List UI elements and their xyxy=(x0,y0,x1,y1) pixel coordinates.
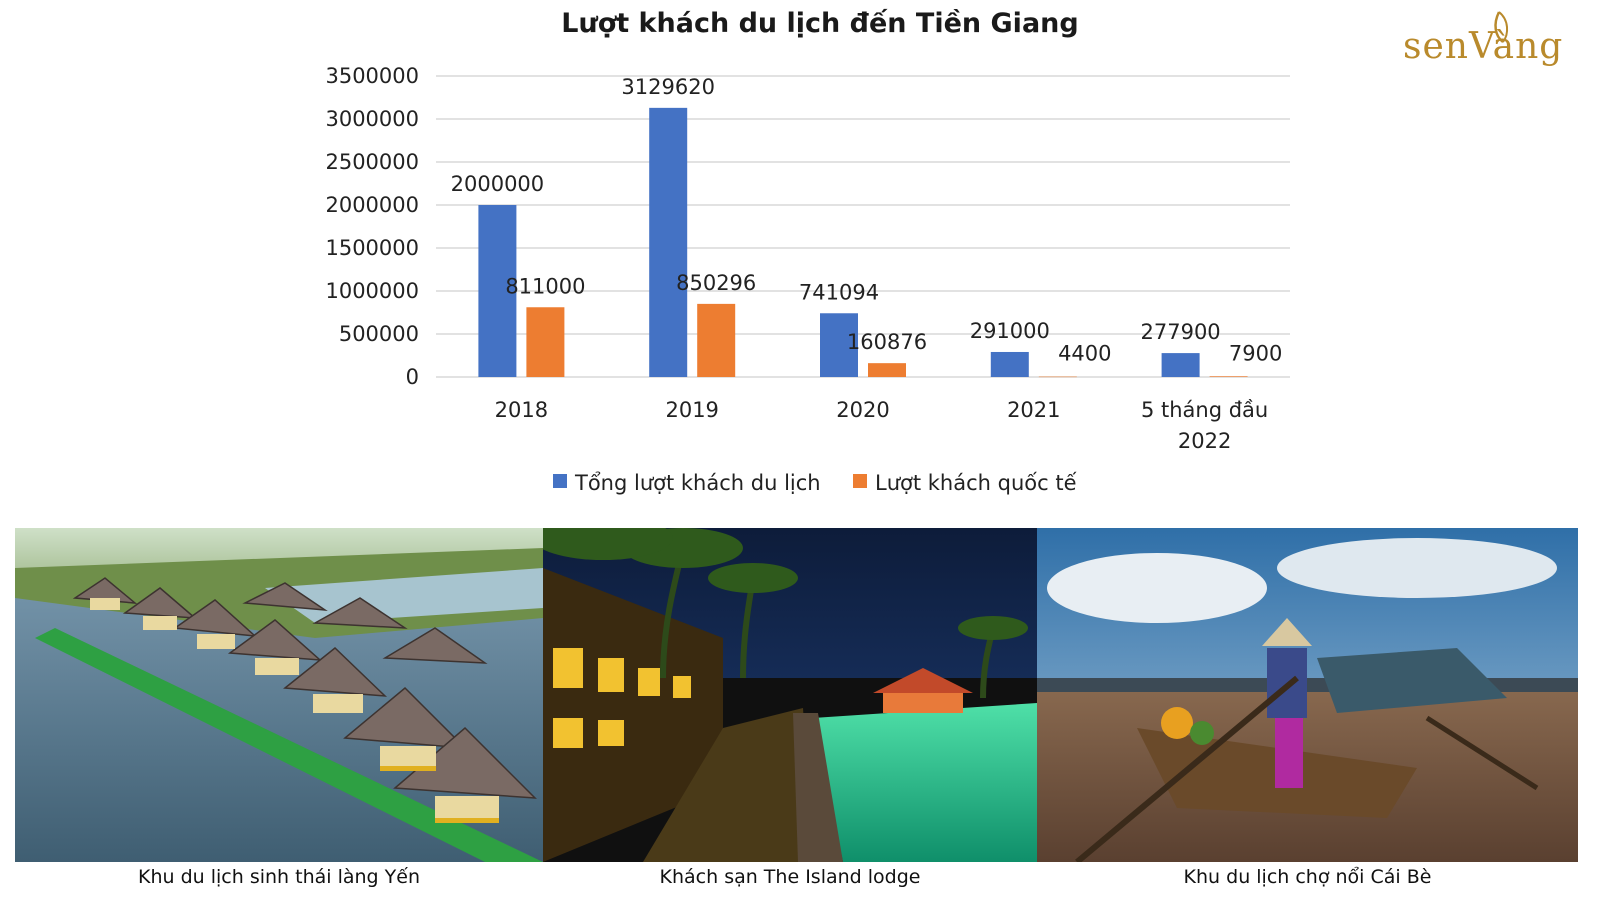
bar-0-1 xyxy=(649,107,688,378)
x-tick-label-4-line1: 2022 xyxy=(1178,429,1231,453)
y-tick-label-5: 2500000 xyxy=(325,150,419,174)
photo-caption-2: Khách sạn The Island lodge xyxy=(659,866,921,888)
y-tick-label-7: 3500000 xyxy=(325,64,419,88)
data-label-1-4: 7900 xyxy=(1229,341,1282,365)
bar-1-1 xyxy=(697,303,736,377)
bar-0-3 xyxy=(990,351,1029,377)
photo-cho-noi-cai-be xyxy=(1037,528,1578,862)
legend-label-0: Tổng lượt khách du lịch xyxy=(574,471,821,495)
photo-island-lodge xyxy=(543,528,1037,862)
data-label-1-1: 850296 xyxy=(676,271,756,295)
bar-1-0 xyxy=(526,307,565,377)
photo-caption-1: Khu du lịch sinh thái làng Yến xyxy=(138,866,420,888)
data-label-1-2: 160876 xyxy=(847,330,927,354)
y-tick-label-2: 1000000 xyxy=(325,279,419,303)
data-label-0-3: 291000 xyxy=(970,319,1050,343)
x-tick-label-0: 2018 xyxy=(495,398,548,422)
legend-swatch-1 xyxy=(853,474,867,488)
data-label-0-4: 277900 xyxy=(1141,320,1221,344)
bar-1-2 xyxy=(868,363,906,377)
x-tick-label-2: 2020 xyxy=(836,398,889,422)
bar-0-0 xyxy=(478,205,517,377)
photo-lang-yen xyxy=(15,528,543,862)
data-label-1-3: 4400 xyxy=(1058,342,1111,366)
x-tick-label-1: 2019 xyxy=(665,398,718,422)
bar-chart: 0 500000 1000000 1500000 2000000 2500000 30000… xyxy=(325,64,1290,495)
x-tick-label-4: 5 tháng đầu xyxy=(1141,398,1268,422)
photo-caption-3: Khu du lịch chợ nổi Cái Bè xyxy=(1183,866,1432,888)
data-label-0-1: 3129620 xyxy=(621,75,715,99)
chart-title: Lượt khách du lịch đến Tiền Giang xyxy=(561,8,1079,39)
data-label-1-0: 811000 xyxy=(505,274,585,298)
bar-0-2 xyxy=(820,313,858,377)
bar-0-4 xyxy=(1161,353,1200,377)
x-tick-label-3: 2021 xyxy=(1007,398,1060,422)
y-tick-label-0: 0 xyxy=(406,365,419,389)
y-tick-label-1: 500000 xyxy=(339,322,419,346)
legend-label-1: Lượt khách quốc tế xyxy=(875,471,1077,495)
bar-1-4 xyxy=(1209,376,1248,377)
y-tick-label-4: 2000000 xyxy=(325,193,419,217)
legend-swatch-0 xyxy=(553,474,567,488)
data-label-0-0: 2000000 xyxy=(451,172,545,196)
y-tick-label-3: 1500000 xyxy=(325,236,419,260)
brand-logo: senVàng xyxy=(1395,2,1600,72)
brand-logo-text: senVàng xyxy=(1403,26,1563,67)
data-label-0-2: 741094 xyxy=(799,280,879,304)
bar-1-3 xyxy=(1038,376,1077,378)
y-tick-label-6: 3000000 xyxy=(325,107,419,131)
